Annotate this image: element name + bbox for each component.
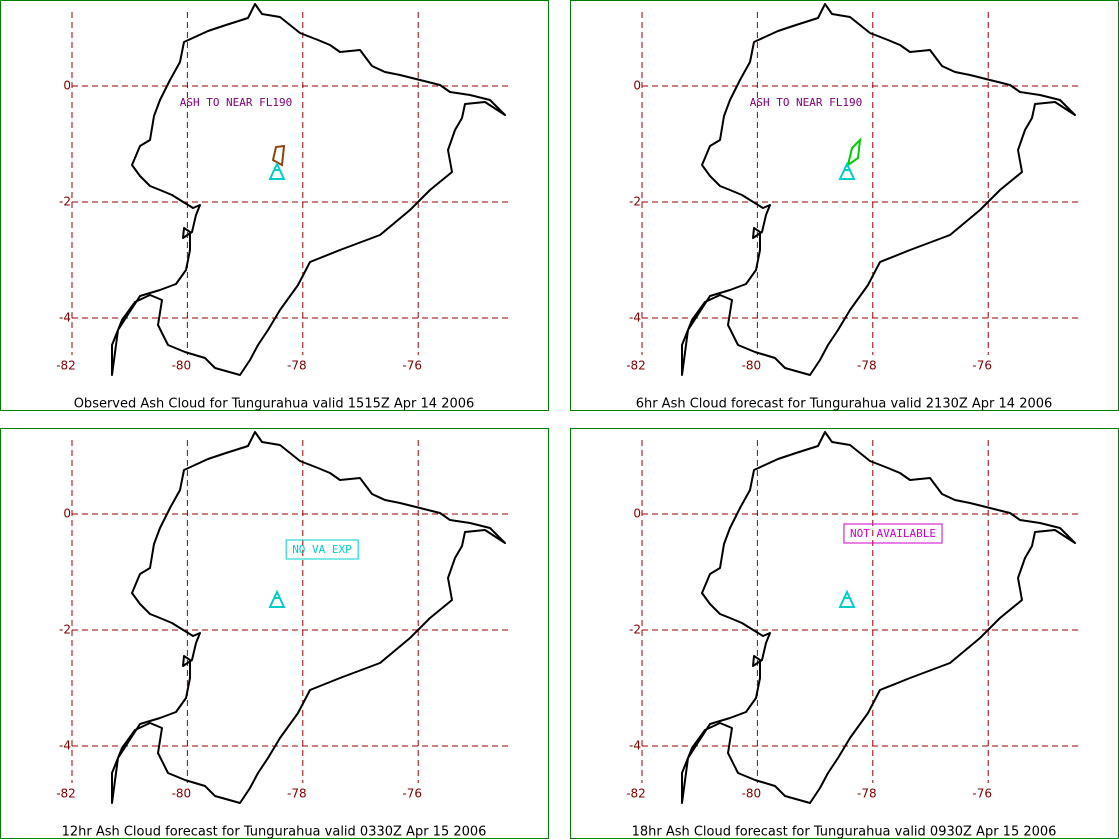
annotation: NOT AVAILABLE xyxy=(850,527,936,540)
map-panel: -82 -80 -78 -76 0 -2 -4 NO VA EXP 12hr Ash Cloud… xyxy=(0,428,549,839)
panel-border xyxy=(570,428,1119,839)
annotation: NO VA EXP xyxy=(292,543,352,556)
lat-label: -2 xyxy=(629,623,641,637)
lon-label: -82 xyxy=(626,787,646,801)
coastline xyxy=(111,431,506,804)
volcano xyxy=(268,161,286,180)
lon-label: -76 xyxy=(972,787,992,801)
annotation-box xyxy=(843,523,943,544)
panel-border xyxy=(570,0,1119,411)
volcano xyxy=(268,589,286,608)
panel-border xyxy=(0,0,549,411)
lat-label: -2 xyxy=(59,623,71,637)
lon-label: -80 xyxy=(172,787,192,801)
lat-label: -4 xyxy=(59,311,71,325)
annotation: ASH TO NEAR FL190 xyxy=(180,96,293,109)
panel-caption: 12hr Ash Cloud forecast for Tungurahua v… xyxy=(62,825,487,839)
panel-caption: Observed Ash Cloud for Tungurahua valid … xyxy=(74,397,475,412)
annotation: ASH TO NEAR FL190 xyxy=(750,96,863,109)
ash-cloud xyxy=(846,137,862,168)
lat-label: -4 xyxy=(629,739,641,753)
annotation-box xyxy=(285,539,359,560)
lat-label: -2 xyxy=(629,195,641,209)
lat-label: -4 xyxy=(629,311,641,325)
panel-border xyxy=(0,428,549,839)
lon-label: -78 xyxy=(857,359,877,373)
lat-label: 0 xyxy=(633,507,641,521)
lon-label: -82 xyxy=(56,787,76,801)
lat-label: 0 xyxy=(63,79,71,93)
map-panel: -82 -80 -78 -76 0 -2 -4 ASH TO NEAR FL190 6hr As… xyxy=(570,0,1119,412)
lat-label: 0 xyxy=(633,79,641,93)
ash-cloud xyxy=(271,144,286,167)
lat-label: 0 xyxy=(63,507,71,521)
lon-label: -80 xyxy=(742,787,762,801)
lon-label: -76 xyxy=(402,359,422,373)
volcano xyxy=(838,589,856,608)
panel-caption: 18hr Ash Cloud forecast for Tungurahua v… xyxy=(632,825,1057,839)
volcano xyxy=(838,161,856,180)
coastline xyxy=(681,431,1076,804)
lon-label: -76 xyxy=(402,787,422,801)
map-panel: -82 -80 -78 -76 0 -2 -4 ASH TO NEAR FL190 Observ… xyxy=(0,0,549,412)
map-panel: -82 -80 -78 -76 0 -2 -4 NOT AVAILABLE 18hr Ash C… xyxy=(570,428,1119,839)
lon-label: -80 xyxy=(742,359,762,373)
coastline xyxy=(111,3,506,376)
lon-label: -76 xyxy=(972,359,992,373)
lon-label: -78 xyxy=(857,787,877,801)
coastline xyxy=(681,3,1076,376)
lon-label: -82 xyxy=(56,359,76,373)
lon-label: -78 xyxy=(287,359,307,373)
panel-caption: 6hr Ash Cloud forecast for Tungurahua va… xyxy=(636,397,1053,412)
lon-label: -80 xyxy=(172,359,192,373)
lon-label: -82 xyxy=(626,359,646,373)
lon-label: -78 xyxy=(287,787,307,801)
lat-label: -4 xyxy=(59,739,71,753)
lat-label: -2 xyxy=(59,195,71,209)
